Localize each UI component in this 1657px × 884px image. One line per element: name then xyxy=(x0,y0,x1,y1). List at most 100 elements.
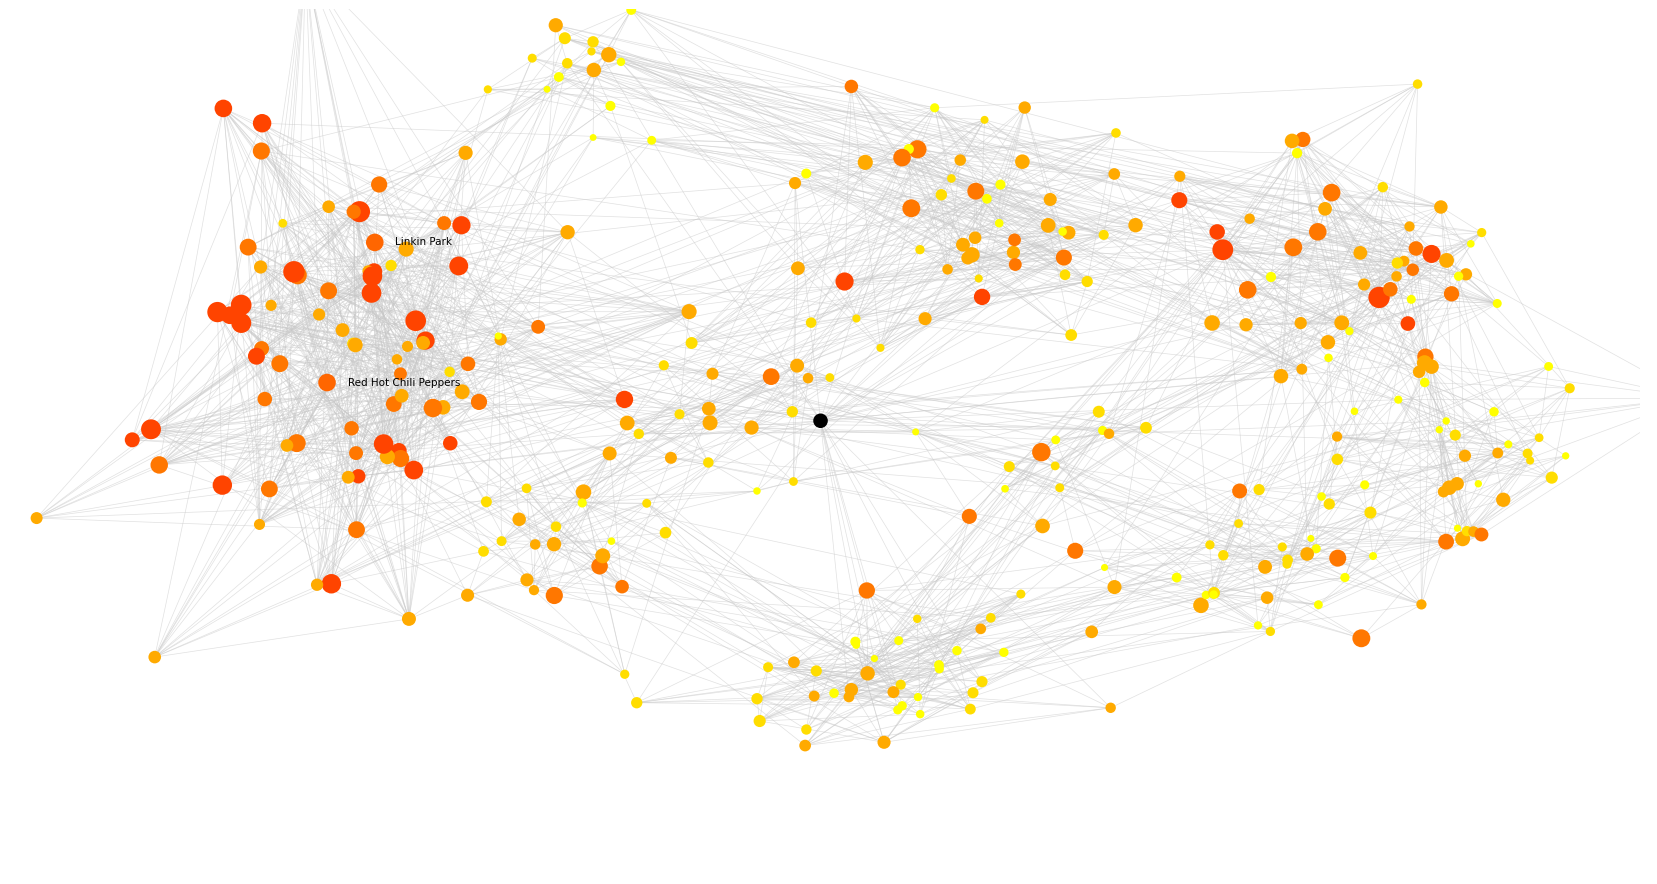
Point xyxy=(1468,225,1495,240)
Point xyxy=(779,405,805,419)
Point xyxy=(1329,316,1355,330)
Point xyxy=(1553,449,1579,463)
Point xyxy=(1274,557,1301,571)
Point xyxy=(921,101,948,115)
Point xyxy=(696,401,722,415)
Point xyxy=(489,534,515,548)
Point xyxy=(895,142,921,156)
Point xyxy=(1352,477,1379,492)
Point xyxy=(452,146,479,160)
Point xyxy=(525,320,552,334)
Point xyxy=(1274,552,1301,567)
Point xyxy=(898,202,925,216)
Point xyxy=(520,583,547,598)
Point xyxy=(1347,246,1374,260)
Point xyxy=(1029,519,1056,533)
Point xyxy=(969,290,996,304)
Point xyxy=(1536,360,1563,374)
Point xyxy=(1377,282,1403,296)
Point xyxy=(360,269,386,283)
Point xyxy=(1279,133,1306,148)
Point xyxy=(756,660,782,674)
Point xyxy=(345,469,371,484)
Point xyxy=(1042,459,1069,473)
Point xyxy=(1246,483,1273,497)
Point xyxy=(872,735,898,750)
Point xyxy=(587,560,613,574)
Point xyxy=(341,338,368,352)
Point xyxy=(378,258,404,272)
Point xyxy=(431,216,457,230)
Point xyxy=(1001,232,1027,247)
Point xyxy=(885,634,911,648)
Point xyxy=(1427,423,1453,437)
Point xyxy=(454,357,481,371)
Point xyxy=(623,696,650,710)
Point xyxy=(1349,631,1375,645)
Point xyxy=(699,367,726,381)
Point xyxy=(283,436,310,450)
Point xyxy=(1234,283,1261,297)
Point xyxy=(1047,481,1074,495)
Point xyxy=(1357,506,1384,520)
Point xyxy=(1188,598,1215,613)
Point xyxy=(486,329,512,343)
Point xyxy=(119,433,146,447)
Point xyxy=(862,652,888,666)
Point xyxy=(1360,549,1387,563)
Point xyxy=(1403,241,1430,255)
Text: Red Hot Chili Peppers: Red Hot Chili Peppers xyxy=(348,377,461,387)
Point xyxy=(800,689,827,703)
Point xyxy=(540,537,567,552)
Point xyxy=(935,263,961,277)
Point xyxy=(267,356,293,370)
Point xyxy=(744,484,771,498)
Point xyxy=(247,260,273,274)
Text: Linkin Park: Linkin Park xyxy=(396,238,452,248)
Point xyxy=(1538,470,1564,484)
Point xyxy=(978,611,1004,625)
Point xyxy=(247,517,273,531)
Point xyxy=(615,416,641,431)
Point xyxy=(993,482,1019,496)
Point xyxy=(1258,624,1284,638)
Point xyxy=(651,358,678,372)
Point xyxy=(355,264,381,278)
Point xyxy=(1027,445,1054,459)
Point xyxy=(429,400,456,415)
Point xyxy=(23,511,50,525)
Point xyxy=(1309,490,1336,504)
Point xyxy=(903,425,930,439)
Point xyxy=(1453,267,1480,281)
Point xyxy=(1090,228,1117,242)
Point xyxy=(638,133,664,148)
Point xyxy=(1428,200,1455,214)
Point xyxy=(1384,270,1410,284)
Point xyxy=(388,452,414,466)
Point xyxy=(1163,570,1190,584)
Point xyxy=(419,401,446,415)
Point xyxy=(926,658,953,672)
Point xyxy=(396,612,423,626)
Point xyxy=(1341,404,1367,418)
Point xyxy=(436,365,462,379)
Point xyxy=(1254,591,1281,605)
Point xyxy=(1418,247,1445,261)
Point xyxy=(1418,360,1445,374)
Point xyxy=(966,271,993,286)
Point xyxy=(343,522,370,537)
Point xyxy=(580,131,606,145)
Point xyxy=(1297,531,1324,545)
Point xyxy=(313,376,340,390)
Point xyxy=(1319,186,1345,200)
Point xyxy=(906,707,933,721)
Point xyxy=(1001,245,1027,259)
Point xyxy=(991,645,1017,659)
Point xyxy=(235,240,262,255)
Point xyxy=(653,526,679,540)
Point xyxy=(906,242,933,256)
Point xyxy=(757,370,784,384)
Point xyxy=(658,451,684,465)
Point xyxy=(795,371,822,385)
Point xyxy=(338,421,365,435)
